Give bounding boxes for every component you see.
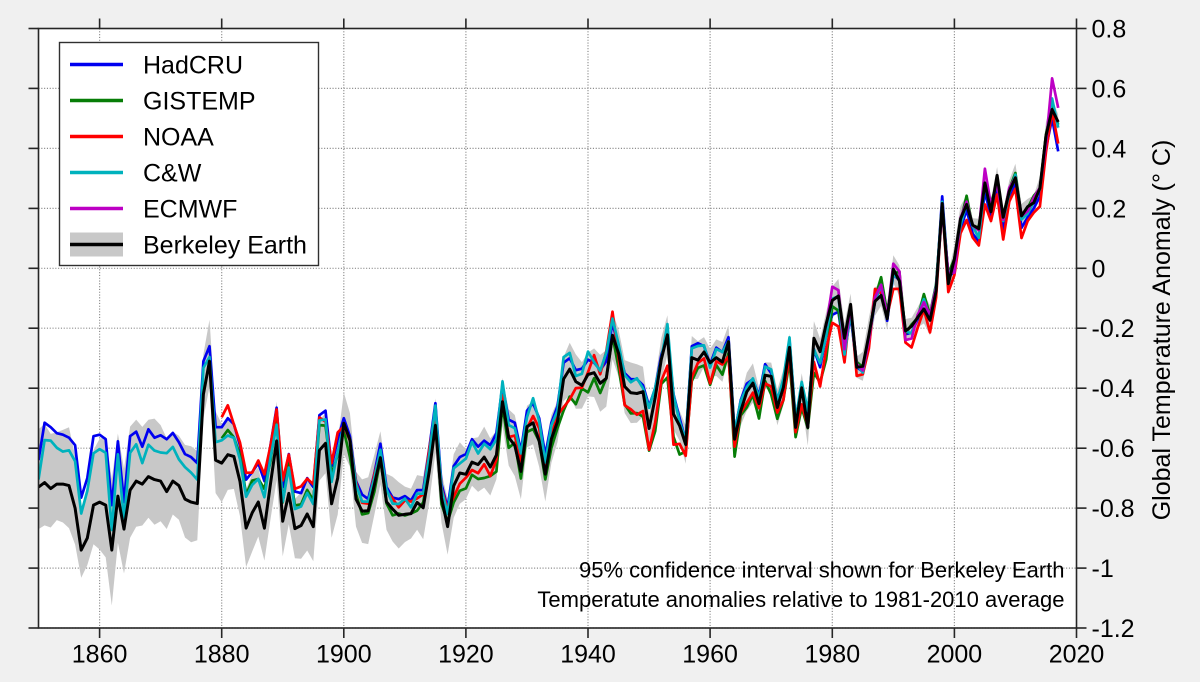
svg-text:2000: 2000 (927, 641, 983, 669)
svg-text:0.8: 0.8 (1092, 16, 1127, 44)
svg-text:0.4: 0.4 (1092, 135, 1127, 163)
svg-text:-0.8: -0.8 (1092, 495, 1135, 523)
svg-text:NOAA: NOAA (143, 124, 214, 152)
svg-text:Global Temperature Anomaly (°: Global Temperature Anomaly (° C) (1148, 140, 1176, 521)
svg-text:0: 0 (1092, 255, 1106, 283)
svg-text:-0.2: -0.2 (1092, 315, 1135, 343)
svg-text:95% confidence interval shown: 95% confidence interval shown for Berkel… (579, 558, 1064, 583)
svg-text:1960: 1960 (682, 641, 738, 669)
svg-text:HadCRU: HadCRU (143, 52, 243, 80)
svg-text:1920: 1920 (438, 641, 494, 669)
svg-text:GISTEMP: GISTEMP (143, 88, 256, 116)
svg-text:-0.4: -0.4 (1092, 375, 1135, 403)
svg-text:-1: -1 (1092, 555, 1114, 583)
svg-text:1880: 1880 (194, 641, 250, 669)
svg-text:1900: 1900 (316, 641, 372, 669)
svg-text:-1.2: -1.2 (1092, 615, 1135, 643)
svg-text:C&W: C&W (143, 160, 202, 188)
svg-text:-0.6: -0.6 (1092, 435, 1135, 463)
svg-text:1940: 1940 (560, 641, 616, 669)
svg-text:0.2: 0.2 (1092, 195, 1127, 223)
svg-text:0.6: 0.6 (1092, 75, 1127, 103)
svg-text:Temperatute anomalies relative: Temperatute anomalies relative to 1981-2… (537, 587, 1064, 612)
svg-text:ECMWF: ECMWF (143, 196, 237, 224)
svg-text:1980: 1980 (804, 641, 860, 669)
svg-text:1860: 1860 (72, 641, 128, 669)
svg-text:2020: 2020 (1049, 641, 1105, 669)
svg-text:Berkeley Earth: Berkeley Earth (143, 232, 307, 260)
